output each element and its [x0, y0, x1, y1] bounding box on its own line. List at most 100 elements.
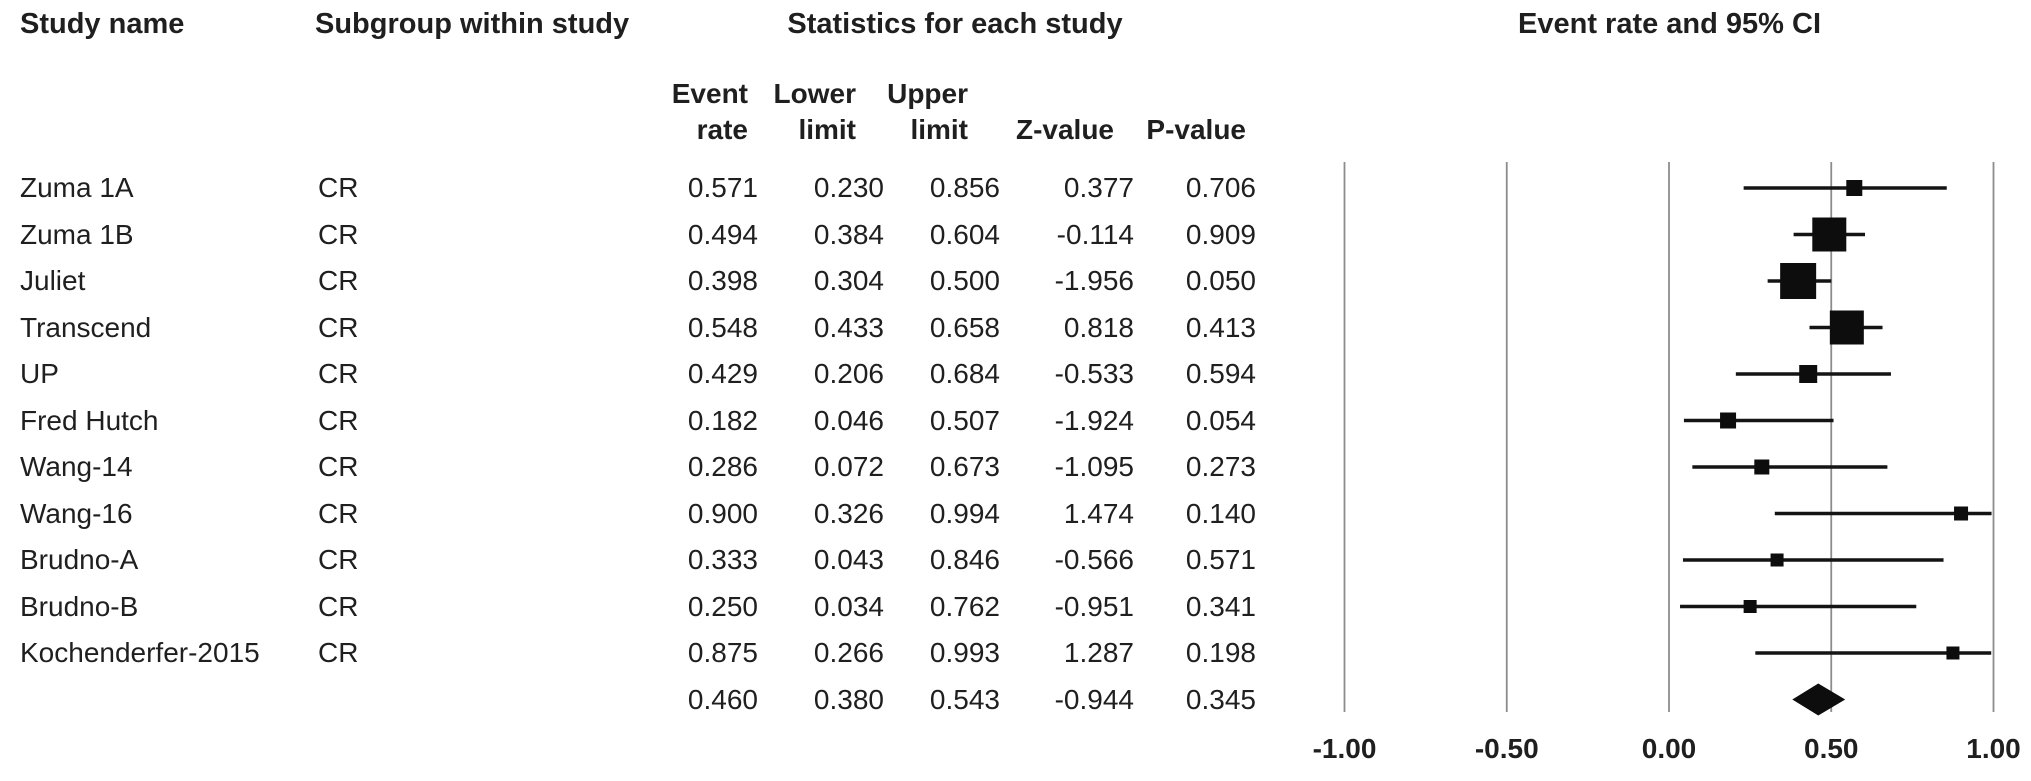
lower-limit-value: 0.326	[813, 497, 884, 529]
upper-limit-value: 0.604	[929, 218, 1000, 250]
p-value: 0.706	[1185, 172, 1256, 203]
upper-limit-value: 0.846	[929, 544, 1000, 575]
study-name: Transcend	[20, 311, 152, 343]
stat-column-header: Z-value	[972, 64, 1114, 148]
z-value: -1.095	[1054, 451, 1134, 482]
study-name: Brudno-B	[20, 590, 139, 622]
z-value: -0.566	[1054, 544, 1134, 575]
event-rate-marker	[1720, 412, 1737, 429]
stat-column-header-line	[1118, 76, 1246, 112]
stat-column-header-line: Event	[671, 78, 748, 109]
stat-column-header: Upper limit	[860, 64, 968, 148]
upper-limit-value: 0.658	[929, 311, 1000, 343]
z-value: 1.474	[1063, 497, 1134, 529]
event-rate-value: 0.548	[687, 311, 758, 343]
event-rate-value: 0.900	[687, 497, 758, 529]
table-row: Zuma 1A CR 0.571 0.230 0.856 0.377 0.706	[0, 165, 1300, 211]
z-value: -1.956	[1054, 265, 1134, 296]
column-header-study-name: Study name	[20, 8, 185, 40]
table-row: Brudno-A CR 0.333 0.043 0.846 -0.566 0.571	[0, 537, 1300, 583]
upper-limit-value: 0.500	[929, 265, 1000, 296]
z-value: -0.114	[1056, 218, 1134, 250]
lower-limit-value: 0.072	[813, 451, 884, 482]
axis-tick-label: -1.00	[1313, 733, 1377, 764]
axis-tick-label: 1.00	[1966, 733, 2021, 764]
forest-plot: -1.00 -0.50 0.00 0.50 1.00	[1313, 162, 2021, 764]
event-rate-value: 0.182	[687, 404, 758, 436]
stat-column-header-line: limit	[910, 114, 968, 145]
lower-limit-value: 0.043	[813, 544, 884, 575]
stat-column-header-line	[972, 76, 1114, 112]
lower-limit-value: 0.034	[813, 590, 884, 622]
table-row: Wang-14 CR 0.286 0.072 0.673 -1.095 0.273	[0, 444, 1300, 490]
event-rate-value: 0.286	[687, 451, 758, 482]
lower-limit-value: 0.230	[813, 172, 884, 203]
event-rate-marker	[1770, 553, 1784, 567]
stat-column-header: Lower limit	[752, 64, 856, 148]
p-value: 0.909	[1185, 218, 1256, 250]
upper-limit-value: 0.684	[929, 358, 1000, 389]
event-rate-marker	[1829, 310, 1864, 345]
stat-column-header-line: Upper	[887, 78, 968, 109]
p-value: 0.341	[1185, 590, 1256, 622]
lower-limit-value: 0.046	[813, 404, 884, 436]
study-name: Zuma 1A	[20, 172, 134, 203]
event-rate-value: 0.571	[687, 172, 758, 203]
event-rate-value: 0.429	[687, 358, 758, 389]
z-value: -0.951	[1054, 590, 1134, 622]
event-rate-value: 0.333	[687, 544, 758, 575]
lower-limit-value: 0.380	[813, 683, 884, 715]
upper-limit-value: 0.994	[929, 497, 1000, 529]
table-row: Transcend CR 0.548 0.433 0.658 0.818 0.413	[0, 305, 1300, 351]
event-rate-marker	[1846, 180, 1863, 196]
table-row: Zuma 1B CR 0.494 0.384 0.604 -0.114 0.909	[0, 212, 1300, 258]
z-value: -0.944	[1054, 683, 1134, 715]
upper-limit-value: 0.507	[929, 404, 1000, 436]
subgroup-value: CR	[318, 265, 359, 296]
table-row: Juliet CR 0.398 0.304 0.500 -1.956 0.050	[0, 258, 1300, 304]
p-value: 0.054	[1185, 404, 1256, 436]
event-rate-marker	[1799, 365, 1818, 383]
lower-limit-value: 0.266	[813, 637, 884, 668]
column-header-subgroup: Subgroup within study	[315, 8, 630, 40]
column-header-statistics: Statistics for each study	[787, 8, 1123, 40]
subgroup-value: CR	[318, 590, 359, 622]
z-value: -0.533	[1054, 358, 1134, 389]
event-rate-marker	[1780, 263, 1817, 299]
table-row: Brudno-B CR 0.250 0.034 0.762 -0.951 0.341	[0, 584, 1300, 630]
event-rate-value: 0.460	[687, 683, 758, 715]
p-value: 0.140	[1185, 497, 1256, 529]
study-name: Fred Hutch	[20, 404, 159, 436]
subgroup-value: CR	[318, 218, 359, 250]
p-value: 0.413	[1185, 311, 1256, 343]
p-value: 0.050	[1185, 265, 1256, 296]
stat-column-header-line: P-value	[1146, 114, 1246, 145]
study-name: UP	[20, 358, 59, 389]
upper-limit-value: 0.762	[929, 590, 1000, 622]
study-name: Wang-14	[20, 451, 133, 482]
p-value: 0.273	[1185, 451, 1256, 482]
z-value: 0.818	[1063, 311, 1134, 343]
z-value: 0.377	[1063, 172, 1134, 203]
axis-tick-label: 0.00	[1642, 733, 1697, 764]
table-row: Kochenderfer-2015 CR 0.875 0.266 0.993 1.287 0…	[0, 630, 1300, 676]
subgroup-value: CR	[318, 544, 359, 575]
stat-column-header: Event rate	[600, 64, 748, 148]
stat-column-header: P-value	[1118, 64, 1246, 148]
event-rate-value: 0.250	[687, 590, 758, 622]
p-value: 0.345	[1185, 683, 1256, 715]
table-row: UP CR 0.429 0.206 0.684 -0.533 0.594	[0, 351, 1300, 397]
study-name: Wang-16	[20, 497, 133, 529]
event-rate-value: 0.398	[687, 265, 758, 296]
p-value: 0.198	[1185, 637, 1256, 668]
stat-column-header-line: Lower	[773, 78, 856, 109]
study-name: Zuma 1B	[20, 218, 134, 250]
event-rate-marker	[1946, 646, 1960, 660]
lower-limit-value: 0.433	[813, 311, 884, 343]
stat-column-header-line: limit	[798, 114, 856, 145]
subgroup-value: CR	[318, 172, 359, 203]
study-name: Juliet	[20, 265, 86, 296]
upper-limit-value: 0.993	[929, 637, 1000, 668]
subgroup-value: CR	[318, 311, 359, 343]
